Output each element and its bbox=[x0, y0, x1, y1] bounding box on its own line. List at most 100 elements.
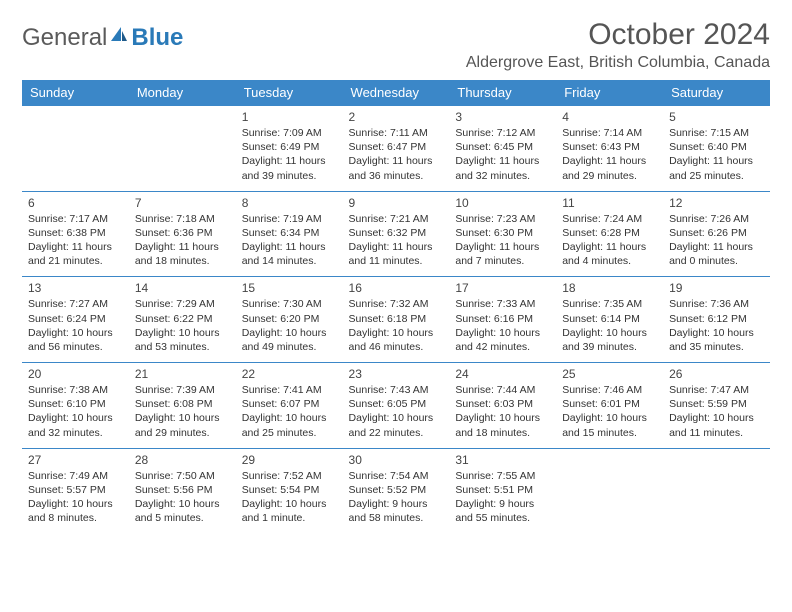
day-number: 25 bbox=[562, 367, 657, 381]
header: General Blue October 2024 Aldergrove Eas… bbox=[22, 18, 770, 72]
calendar-day-cell: 29Sunrise: 7:52 AMSunset: 5:54 PMDayligh… bbox=[236, 448, 343, 533]
calendar-day-cell: 23 Sunrise: 7:43 AMSunset: 6:05 PMDayligh… bbox=[343, 363, 450, 449]
day-number: 22 bbox=[242, 367, 337, 381]
calendar-week-row: 13Sunrise: 7:27 AMSunset: 6:24 PMDayligh… bbox=[22, 277, 770, 363]
calendar-day-cell bbox=[22, 106, 129, 192]
day-number: 3 bbox=[455, 110, 550, 124]
day-details: Sunrise: 7:35 AMSunset: 6:14 PMDaylight:… bbox=[562, 297, 657, 354]
calendar-day-cell: 30 Sunrise: 7:54 AMSunset: 5:52 PMDayligh… bbox=[343, 448, 450, 533]
day-details: Sunrise: 7:09 AMSunset: 6:49 PMDaylight:… bbox=[242, 126, 337, 183]
weekday-header: Tuesday bbox=[236, 80, 343, 106]
calendar-day-cell: 26 Sunrise: 7:47 AMSunset: 5:59 PMDayligh… bbox=[663, 363, 770, 449]
calendar-day-cell: 5 Sunrise: 7:15 AMSunset: 6:40 PMDaylight… bbox=[663, 106, 770, 192]
day-number: 23 bbox=[349, 367, 444, 381]
calendar-day-cell: 31Sunrise: 7:55 AMSunset: 5:51 PMDayligh… bbox=[449, 448, 556, 533]
day-details: Sunrise: 7:52 AMSunset: 5:54 PMDaylight:… bbox=[242, 469, 337, 526]
month-title: October 2024 bbox=[466, 18, 770, 52]
calendar-day-cell bbox=[129, 106, 236, 192]
calendar-day-cell: 28 Sunrise: 7:50 AMSunset: 5:56 PMDayligh… bbox=[129, 448, 236, 533]
calendar-day-cell: 25 Sunrise: 7:46 AMSunset: 6:01 PMDayligh… bbox=[556, 363, 663, 449]
day-number: 16 bbox=[349, 281, 444, 295]
day-number: 24 bbox=[455, 367, 550, 381]
day-details: Sunrise: 7:38 AMSunset: 6:10 PMDaylight:… bbox=[28, 383, 123, 440]
day-details: Sunrise: 7:18 AMSunset: 6:36 PMDaylight:… bbox=[135, 212, 230, 269]
calendar-day-cell: 12 Sunrise: 7:26 AMSunset: 6:26 PMDayligh… bbox=[663, 191, 770, 277]
day-details: Sunrise: 7:36 AMSunset: 6:12 PMDaylight:… bbox=[669, 297, 764, 354]
day-details: Sunrise: 7:17 AMSunset: 6:38 PMDaylight:… bbox=[28, 212, 123, 269]
logo-text-1: General bbox=[22, 24, 107, 52]
day-number: 20 bbox=[28, 367, 123, 381]
day-number: 27 bbox=[28, 453, 123, 467]
calendar-table: SundayMondayTuesdayWednesdayThursdayFrid… bbox=[22, 80, 770, 533]
calendar-day-cell: 24Sunrise: 7:44 AMSunset: 6:03 PMDayligh… bbox=[449, 363, 556, 449]
day-number: 8 bbox=[242, 196, 337, 210]
weekday-header: Monday bbox=[129, 80, 236, 106]
calendar-day-cell: 9 Sunrise: 7:21 AMSunset: 6:32 PMDaylight… bbox=[343, 191, 450, 277]
calendar-day-cell: 19 Sunrise: 7:36 AMSunset: 6:12 PMDayligh… bbox=[663, 277, 770, 363]
day-details: Sunrise: 7:49 AMSunset: 5:57 PMDaylight:… bbox=[28, 469, 123, 526]
calendar-day-cell bbox=[556, 448, 663, 533]
calendar-day-cell: 6 Sunrise: 7:17 AMSunset: 6:38 PMDaylight… bbox=[22, 191, 129, 277]
location: Aldergrove East, British Columbia, Canad… bbox=[466, 54, 770, 72]
logo: General Blue bbox=[22, 18, 183, 52]
calendar-week-row: 6 Sunrise: 7:17 AMSunset: 6:38 PMDaylight… bbox=[22, 191, 770, 277]
calendar-day-cell: 7 Sunrise: 7:18 AMSunset: 6:36 PMDaylight… bbox=[129, 191, 236, 277]
day-number: 7 bbox=[135, 196, 230, 210]
calendar-day-cell bbox=[663, 448, 770, 533]
day-number: 13 bbox=[28, 281, 123, 295]
day-number: 26 bbox=[669, 367, 764, 381]
day-details: Sunrise: 7:33 AMSunset: 6:16 PMDaylight:… bbox=[455, 297, 550, 354]
weekday-header: Thursday bbox=[449, 80, 556, 106]
calendar-day-cell: 11 Sunrise: 7:24 AMSunset: 6:28 PMDayligh… bbox=[556, 191, 663, 277]
calendar-day-cell: 1 Sunrise: 7:09 AMSunset: 6:49 PMDaylight… bbox=[236, 106, 343, 192]
calendar-day-cell: 14 Sunrise: 7:29 AMSunset: 6:22 PMDayligh… bbox=[129, 277, 236, 363]
day-number: 2 bbox=[349, 110, 444, 124]
day-number: 9 bbox=[349, 196, 444, 210]
day-number: 12 bbox=[669, 196, 764, 210]
day-details: Sunrise: 7:29 AMSunset: 6:22 PMDaylight:… bbox=[135, 297, 230, 354]
calendar-week-row: 27 Sunrise: 7:49 AMSunset: 5:57 PMDayligh… bbox=[22, 448, 770, 533]
day-number: 18 bbox=[562, 281, 657, 295]
calendar-day-cell: 22Sunrise: 7:41 AMSunset: 6:07 PMDayligh… bbox=[236, 363, 343, 449]
day-number: 17 bbox=[455, 281, 550, 295]
day-details: Sunrise: 7:21 AMSunset: 6:32 PMDaylight:… bbox=[349, 212, 444, 269]
day-details: Sunrise: 7:26 AMSunset: 6:26 PMDaylight:… bbox=[669, 212, 764, 269]
day-number: 6 bbox=[28, 196, 123, 210]
calendar-day-cell: 3 Sunrise: 7:12 AMSunset: 6:45 PMDaylight… bbox=[449, 106, 556, 192]
day-number: 19 bbox=[669, 281, 764, 295]
day-details: Sunrise: 7:54 AMSunset: 5:52 PMDaylight:… bbox=[349, 469, 444, 526]
title-block: October 2024 Aldergrove East, British Co… bbox=[466, 18, 770, 72]
day-details: Sunrise: 7:50 AMSunset: 5:56 PMDaylight:… bbox=[135, 469, 230, 526]
day-details: Sunrise: 7:32 AMSunset: 6:18 PMDaylight:… bbox=[349, 297, 444, 354]
logo-sail-icon bbox=[109, 24, 129, 52]
day-details: Sunrise: 7:12 AMSunset: 6:45 PMDaylight:… bbox=[455, 126, 550, 183]
day-details: Sunrise: 7:15 AMSunset: 6:40 PMDaylight:… bbox=[669, 126, 764, 183]
day-details: Sunrise: 7:55 AMSunset: 5:51 PMDaylight:… bbox=[455, 469, 550, 526]
logo-text-2: Blue bbox=[131, 24, 183, 52]
day-number: 10 bbox=[455, 196, 550, 210]
day-details: Sunrise: 7:43 AMSunset: 6:05 PMDaylight:… bbox=[349, 383, 444, 440]
day-number: 14 bbox=[135, 281, 230, 295]
day-details: Sunrise: 7:24 AMSunset: 6:28 PMDaylight:… bbox=[562, 212, 657, 269]
day-details: Sunrise: 7:11 AMSunset: 6:47 PMDaylight:… bbox=[349, 126, 444, 183]
calendar-day-cell: 21 Sunrise: 7:39 AMSunset: 6:08 PMDayligh… bbox=[129, 363, 236, 449]
calendar-day-cell: 16 Sunrise: 7:32 AMSunset: 6:18 PMDayligh… bbox=[343, 277, 450, 363]
calendar-day-cell: 8Sunrise: 7:19 AMSunset: 6:34 PMDaylight… bbox=[236, 191, 343, 277]
weekday-header-row: SundayMondayTuesdayWednesdayThursdayFrid… bbox=[22, 80, 770, 106]
day-number: 28 bbox=[135, 453, 230, 467]
day-details: Sunrise: 7:46 AMSunset: 6:01 PMDaylight:… bbox=[562, 383, 657, 440]
weekday-header: Saturday bbox=[663, 80, 770, 106]
day-number: 4 bbox=[562, 110, 657, 124]
day-number: 21 bbox=[135, 367, 230, 381]
day-details: Sunrise: 7:47 AMSunset: 5:59 PMDaylight:… bbox=[669, 383, 764, 440]
day-number: 11 bbox=[562, 196, 657, 210]
day-number: 15 bbox=[242, 281, 337, 295]
day-number: 30 bbox=[349, 453, 444, 467]
day-details: Sunrise: 7:39 AMSunset: 6:08 PMDaylight:… bbox=[135, 383, 230, 440]
day-number: 5 bbox=[669, 110, 764, 124]
calendar-day-cell: 2 Sunrise: 7:11 AMSunset: 6:47 PMDaylight… bbox=[343, 106, 450, 192]
calendar-day-cell: 20 Sunrise: 7:38 AMSunset: 6:10 PMDayligh… bbox=[22, 363, 129, 449]
day-details: Sunrise: 7:30 AMSunset: 6:20 PMDaylight:… bbox=[242, 297, 337, 354]
day-number: 1 bbox=[242, 110, 337, 124]
day-details: Sunrise: 7:23 AMSunset: 6:30 PMDaylight:… bbox=[455, 212, 550, 269]
